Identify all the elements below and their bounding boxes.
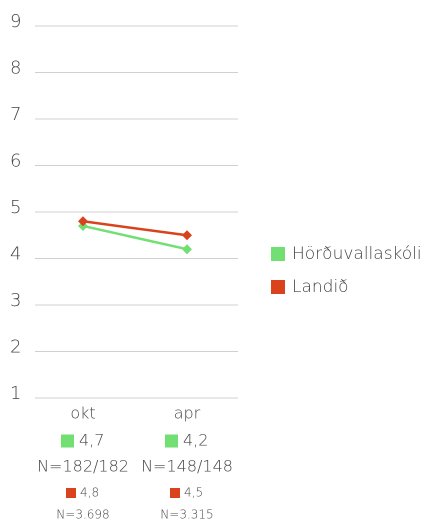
label-swatch xyxy=(170,488,180,498)
marker xyxy=(78,216,88,227)
y-tick-label: 9 xyxy=(10,11,21,32)
value-label: 4,8 xyxy=(80,486,99,500)
y-tick-label: 4 xyxy=(10,244,21,265)
y-tick-label: 1 xyxy=(10,383,21,404)
y-tick-label: 2 xyxy=(10,337,21,358)
n-label: N=3.315 xyxy=(160,508,213,522)
label-swatch xyxy=(66,488,76,498)
value-label: 4,2 xyxy=(183,431,208,450)
line xyxy=(82,224,188,251)
line xyxy=(82,220,188,237)
legend-label: Landið xyxy=(292,277,349,297)
label-swatch xyxy=(61,434,74,448)
legend-swatch xyxy=(271,247,285,261)
y-tick-label: 7 xyxy=(10,104,21,125)
y-tick-label: 8 xyxy=(10,58,21,79)
y-tick-label: 3 xyxy=(10,290,21,311)
value-label: 4,7 xyxy=(79,431,104,450)
legend-label: Hörðuvallaskóli xyxy=(292,244,422,264)
marker xyxy=(182,230,192,241)
n-label: N=182/182 xyxy=(37,457,129,476)
label-swatch xyxy=(165,434,178,448)
value-label: 4,5 xyxy=(184,486,203,500)
n-label: N=3.698 xyxy=(56,508,109,522)
x-tick-label: apr xyxy=(174,404,201,423)
legend-swatch xyxy=(271,280,285,294)
y-tick-label: 5 xyxy=(10,197,21,218)
n-label: N=148/148 xyxy=(141,457,233,476)
x-tick-label: okt xyxy=(70,404,95,423)
y-tick-label: 6 xyxy=(10,151,21,172)
marker xyxy=(182,244,192,255)
